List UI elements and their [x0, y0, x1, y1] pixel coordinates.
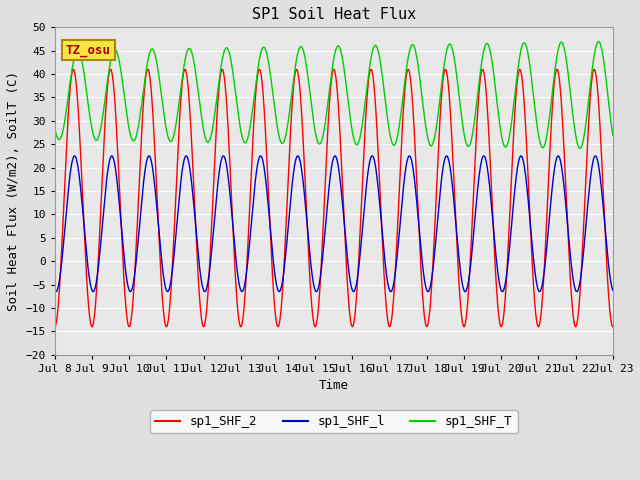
Legend: sp1_SHF_2, sp1_SHF_l, sp1_SHF_T: sp1_SHF_2, sp1_SHF_l, sp1_SHF_T — [150, 410, 518, 433]
Y-axis label: Soil Heat Flux (W/m2), SoilT (C): Soil Heat Flux (W/m2), SoilT (C) — [7, 71, 20, 311]
Title: SP1 Soil Heat Flux: SP1 Soil Heat Flux — [252, 7, 416, 22]
X-axis label: Time: Time — [319, 379, 349, 392]
Text: TZ_osu: TZ_osu — [66, 44, 111, 57]
